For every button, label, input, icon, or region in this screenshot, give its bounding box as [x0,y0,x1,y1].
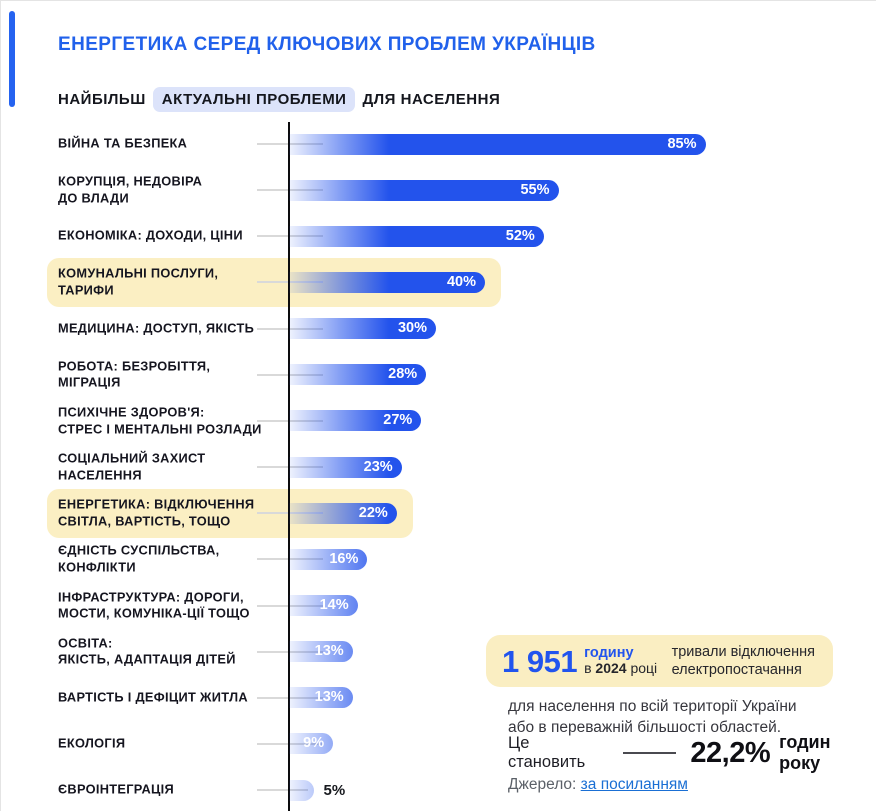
category-label: КОРУПЦІЯ, НЕДОВІРА ДО ВЛАДИ [58,173,203,206]
callout-description: для населення по всій території України … [508,698,797,736]
outage-hours-meta: годину в 2024 році [584,645,658,677]
category-label: МЕДИЦИНА: ДОСТУП, ЯКІСТЬ [58,320,255,336]
source-link[interactable]: за посиланням [580,776,688,793]
category-label: КОМУНАЛЬНІ ПОСЛУГИ, ТАРИФИ [58,265,219,298]
callout-box-text: тривали відключення електропостачання [671,643,815,678]
category-label: ПСИХІЧНЕ ЗДОРОВ'Я: СТРЕС І МЕНТАЛЬНІ РОЗ… [58,404,262,436]
chart-row: ЕКОЛОГІЯ 9% [1,721,876,767]
category-label: ІНФРАСТРУКТУРА: ДОРОГИ, МОСТИ, КОМУНІКА-… [58,588,250,621]
chart-row: СОЦІАЛЬНИЙ ЗАХИСТ НАСЕЛЕННЯ 23% [1,444,876,490]
chart-row: КОМУНАЛЬНІ ПОСЛУГИ, ТАРИФИ 40% [1,259,876,305]
bar-value: 16% [329,550,359,567]
bar-value: 9% [303,735,325,752]
bar-value: 40% [446,273,476,290]
chart-row: КОРУПЦІЯ, НЕДОВІРА ДО ВЛАДИ 55% [1,167,876,213]
bar: 13% [289,641,353,663]
outage-hours-unit: годину [584,645,634,662]
bar-value: 28% [388,366,418,383]
bar: 52% [289,225,544,247]
chart-row: ЄДНІСТЬ СУСПІЛЬСТВА, КОНФЛІКТИ 16% [1,536,876,582]
bar-value: 14% [319,597,349,613]
chart-row: ЕКОНОМІКА: ДОХОДИ, ЦІНИ 52% [1,213,876,259]
category-label: СОЦІАЛЬНИЙ ЗАХИСТ НАСЕЛЕННЯ [58,450,206,483]
bar-value: 27% [383,412,413,429]
bar-value: 55% [520,181,550,198]
chart-subtitle: НАЙБІЛЬШ АКТУАЛЬНІ ПРОБЛЕМИ ДЛЯ НАСЕЛЕНН… [58,87,500,112]
bar: 14% [289,595,358,616]
chart-row: ВАРТІСТЬ І ДЕФІЦИТ ЖИТЛА 13% [1,675,876,721]
bar: 9% [289,733,334,755]
accent-stripe [9,11,15,107]
bar-value: 22% [358,504,388,521]
bar: 27% [289,410,422,432]
bar-value: 13% [314,689,344,706]
chart-row: МЕДИЦИНА: ДОСТУП, ЯКІСТЬ 30% [1,306,876,352]
bar: 13% [289,687,353,709]
bar-value: 5% [323,781,346,799]
category-label: ОСВІТА: ЯКІСТЬ, АДАПТАЦІЯ ДІТЕЙ [58,635,236,667]
subtitle-suffix: ДЛЯ НАСЕЛЕННЯ [362,91,501,108]
bar: 85% [289,133,706,155]
category-label: ЕКОЛОГІЯ [58,735,126,751]
label-connector-line [257,789,308,792]
page-title: ЕНЕРГЕТИКА СЕРЕД КЛЮЧОВИХ ПРОБЛЕМ УКРАЇН… [58,34,596,55]
bar [289,779,314,801]
category-label: ЕКОНОМІКА: ДОХОДИ, ЦІНИ [58,227,243,243]
chart-row: ЄВРОІНТЕГРАЦІЯ 5% [1,767,876,811]
chart-row: РОБОТА: БЕЗРОБІТТЯ, МІГРАЦІЯ 28% [1,352,876,398]
callout-box: 1 951 годину в 2024 році тривали відключ… [486,635,833,687]
chart-row: ОСВІТА: ЯКІСТЬ, АДАПТАЦІЯ ДІТЕЙ 13% [1,629,876,675]
chart-row: ВІЙНА ТА БЕЗПЕКА 85% [1,121,876,167]
category-label: ВАРТІСТЬ І ДЕФІЦИТ ЖИТЛА [58,689,248,705]
outage-hours-value: 1 951 [502,643,578,679]
bar: 55% [289,179,559,201]
bar: 40% [289,271,485,293]
subtitle-prefix: НАЙБІЛЬШ [58,91,146,108]
category-label: РОБОТА: БЕЗРОБІТТЯ, МІГРАЦІЯ [58,358,211,390]
stat-row: Це становить 22,2% годин року [508,732,876,773]
category-label: ВІЙНА ТА БЕЗПЕКА [58,135,188,151]
bar: 22% [289,502,397,524]
chart-row: ІНФРАСТРУКТУРА: ДОРОГИ, МОСТИ, КОМУНІКА-… [1,583,876,629]
chart-row: ПСИХІЧНЕ ЗДОРОВ'Я: СТРЕС І МЕНТАЛЬНІ РОЗ… [1,398,876,444]
bar-value: 85% [667,135,697,152]
stat-suffix: годин року [779,732,831,773]
category-label: ЕНЕРГЕТИКА: ВІДКЛЮЧЕННЯ СВІТЛА, ВАРТІСТЬ… [58,496,255,529]
stat-dash-line [622,752,677,754]
source-label: Джерело: [508,776,577,793]
bar-value: 13% [314,643,344,660]
source-line: Джерело: за посиланням [508,776,688,794]
bar: 30% [289,318,436,340]
stat-label: Це становить [508,734,586,771]
category-label: ЄДНІСТЬ СУСПІЛЬСТВА, КОНФЛІКТИ [58,542,220,575]
chart-row: ЕНЕРГЕТИКА: ВІДКЛЮЧЕННЯ СВІТЛА, ВАРТІСТЬ… [1,490,876,536]
bar-value: 52% [505,227,535,244]
bar: 16% [289,548,368,570]
bar-value: 30% [397,320,427,337]
bar-value: 23% [363,458,393,475]
stat-value: 22,2% [690,736,771,769]
subtitle-highlight-pill: АКТУАЛЬНІ ПРОБЛЕМИ [152,87,356,112]
bar: 28% [289,364,427,386]
category-label: ЄВРОІНТЕГРАЦІЯ [58,781,175,797]
outage-year-line: в 2024 році [584,660,658,677]
bar: 23% [289,456,402,478]
